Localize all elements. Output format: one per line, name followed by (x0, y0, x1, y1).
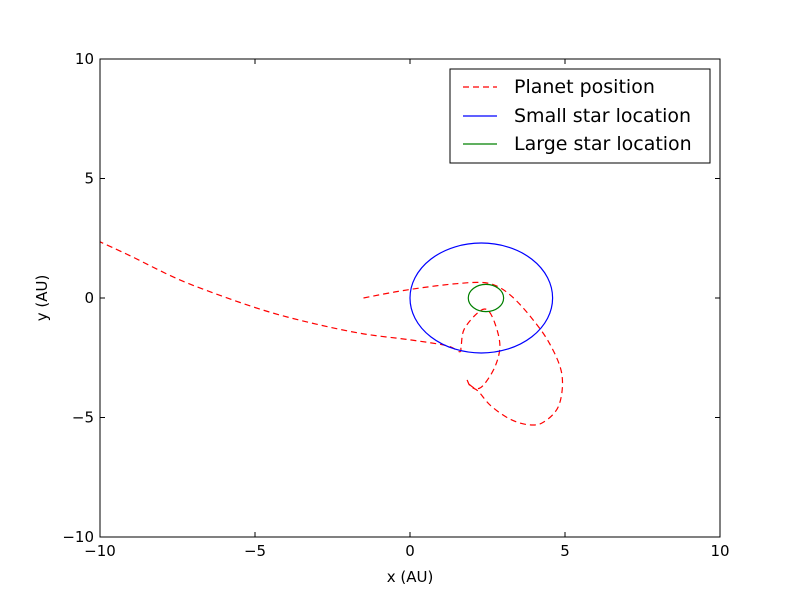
series-line-planet-position (100, 241, 564, 426)
legend: Planet position Small star location Larg… (449, 68, 711, 164)
y-tick-label: 0 (84, 289, 94, 307)
y-tick-label: 10 (75, 50, 94, 68)
legend-label-planet-position: Planet position (514, 76, 655, 98)
y-tick-label: 5 (84, 170, 94, 188)
series-line-small-star-location (409, 242, 554, 354)
legend-label-small-star-location: Small star location (514, 105, 691, 127)
legend-label-large-star-location: Large star location (514, 133, 692, 155)
x-tick-label: 5 (560, 542, 570, 560)
x-tick-label: 0 (405, 542, 415, 560)
y-tick-label: −5 (72, 409, 94, 427)
y-axis-label: y (AU) (33, 275, 51, 322)
x-tick-label: −5 (244, 542, 266, 560)
x-axis-label: x (AU) (387, 568, 434, 586)
x-tick-label: 10 (710, 542, 729, 560)
x-tick-label: −10 (84, 542, 116, 560)
series-line-large-star-location (467, 283, 505, 313)
y-tick-label: −10 (62, 528, 94, 546)
